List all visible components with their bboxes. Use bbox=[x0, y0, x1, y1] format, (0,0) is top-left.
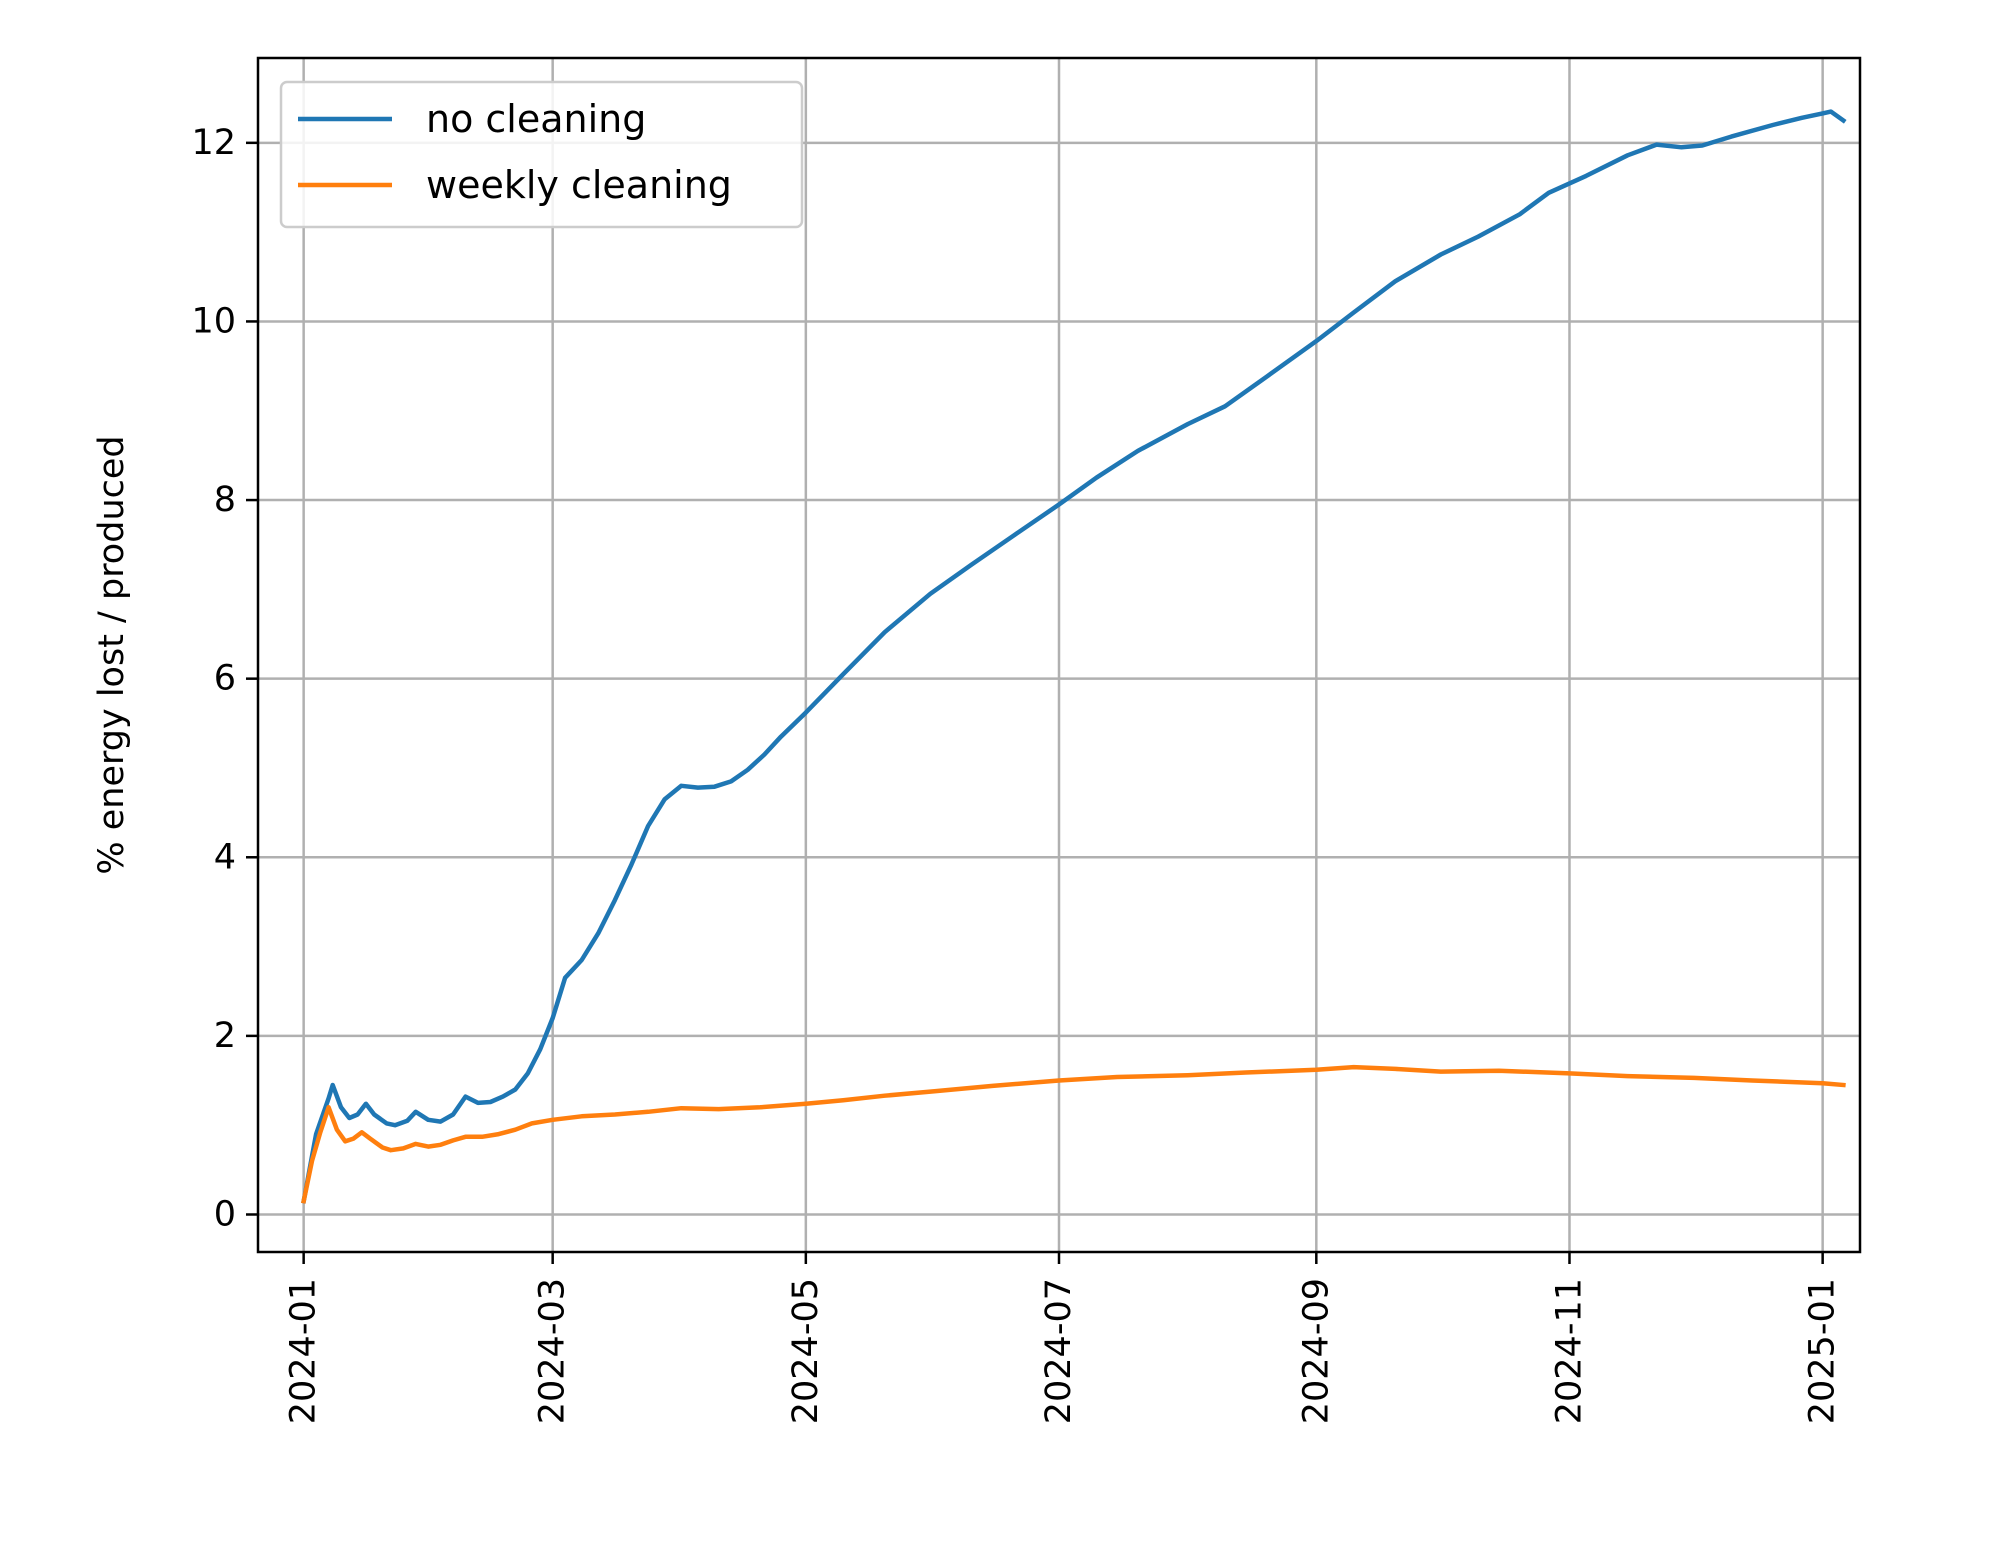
x-tick-label: 2024-11 bbox=[1549, 1278, 1589, 1424]
grid-lines bbox=[258, 58, 1860, 1252]
y-tick-label: 6 bbox=[214, 659, 236, 699]
legend-label: no cleaning bbox=[426, 97, 646, 141]
legend-label: weekly cleaning bbox=[426, 163, 732, 207]
y-tick-label: 12 bbox=[191, 123, 236, 163]
x-tick-label: 2025-01 bbox=[1803, 1278, 1843, 1424]
x-tick-label: 2024-09 bbox=[1296, 1278, 1336, 1424]
x-tick-label: 2024-01 bbox=[284, 1278, 324, 1424]
series-layer bbox=[301, 109, 1847, 1204]
x-tick-label: 2024-05 bbox=[786, 1278, 826, 1424]
series-line-no-cleaning bbox=[301, 109, 1847, 1204]
series-line-weekly-cleaning bbox=[301, 1064, 1846, 1204]
x-tick-label: 2024-03 bbox=[533, 1278, 573, 1424]
x-axis: 2024-01 2024-03 2024-05 2024-07 2024-09 2024-… bbox=[284, 1252, 1843, 1424]
y-tick-label: 4 bbox=[214, 837, 236, 877]
y-tick-label: 10 bbox=[191, 301, 236, 341]
y-tick-label: 8 bbox=[214, 480, 236, 520]
y-tick-label: 2 bbox=[214, 1016, 236, 1056]
legend-box bbox=[279, 80, 804, 229]
y-axis: 0 2 4 6 8 10 12 bbox=[191, 123, 258, 1234]
legend: no cleaning weekly cleaning bbox=[279, 80, 804, 229]
y-axis-label: % energy lost / produced bbox=[92, 435, 132, 874]
y-tick-label: 0 bbox=[214, 1194, 236, 1234]
x-tick-label: 2024-07 bbox=[1039, 1278, 1079, 1424]
